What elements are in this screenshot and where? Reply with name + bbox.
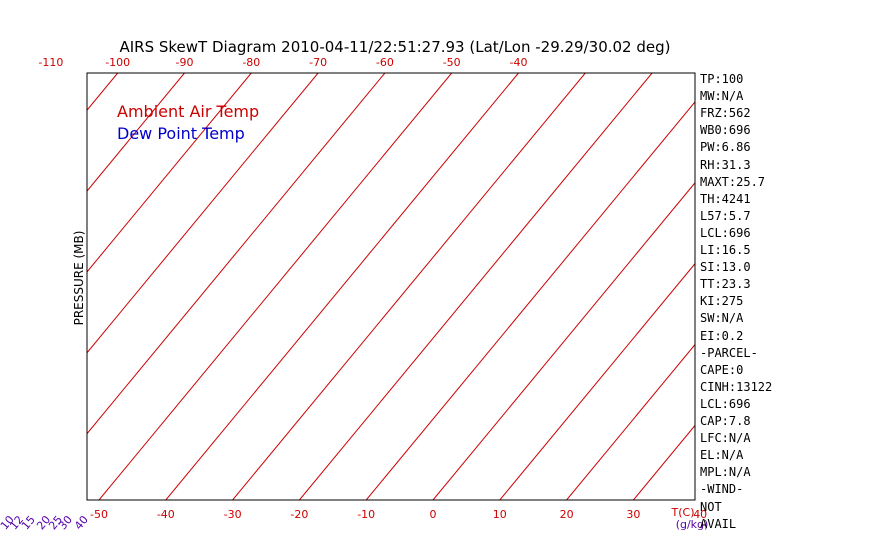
stat-item: TH:4241 <box>700 191 751 206</box>
stat-item: MAXT:25.7 <box>700 174 766 189</box>
stat-item: TT:23.3 <box>700 277 751 292</box>
stat-item: MW:N/A <box>700 89 744 104</box>
bottom-temp-tick-label: 0 <box>430 508 437 521</box>
stat-item: WB0:696 <box>700 123 751 138</box>
isotherm-line <box>0 73 51 500</box>
top-temp-tick-label: -90 <box>176 56 194 69</box>
isotherm-line <box>499 262 695 500</box>
plot-frame <box>86 72 696 501</box>
top-temp-tick-label: -70 <box>309 56 327 69</box>
isotherm-line <box>566 343 695 500</box>
stat-item: SI:13.0 <box>700 260 751 275</box>
stat-item: LCL:696 <box>700 225 751 240</box>
stat-item: CAPE:0 <box>700 362 744 377</box>
bottom-temp-tick-label: -50 <box>90 508 108 521</box>
stat-item: TP:100 <box>700 72 744 86</box>
isotherm-line <box>98 73 453 500</box>
stat-item: FRZ:562 <box>700 106 751 121</box>
axes-labels: 1002003004005006007008009001000-120-110-… <box>0 56 709 532</box>
stat-item: PW:6.86 <box>700 140 751 155</box>
mixing-ratio-unit-label: (g/kg) <box>676 518 709 531</box>
bottom-temp-tick-label: 40 <box>693 508 707 521</box>
top-temp-tick-label: -80 <box>242 56 260 69</box>
top-temp-tick-label: -60 <box>376 56 394 69</box>
isotherm-line <box>365 101 695 500</box>
bottom-temp-tick-label: -40 <box>157 508 175 521</box>
mixing-ratio-tick-label: 40 <box>72 513 91 532</box>
stat-item: NOT <box>700 499 722 514</box>
isotherm-line <box>87 73 185 192</box>
stat-item: LCL:696 <box>700 396 751 411</box>
stat-item: MPL:N/A <box>700 465 751 480</box>
stat-item: LFC:N/A <box>700 431 751 446</box>
temp-unit-label: T(C) <box>671 506 695 519</box>
isotherm-line <box>165 73 519 500</box>
top-temp-tick-label: -110 <box>38 56 63 69</box>
bottom-temp-tick-label: 10 <box>493 508 507 521</box>
top-temp-tick-label: -50 <box>443 56 461 69</box>
isotherm-line <box>87 73 386 435</box>
bottom-temp-tick-label: -20 <box>290 508 308 521</box>
bottom-temp-tick-label: 20 <box>560 508 574 521</box>
stat-item: RH:31.3 <box>700 157 751 172</box>
stat-item: -PARCEL- <box>700 345 758 360</box>
legend-ambient-air-temp: Ambient Air Temp <box>117 102 259 121</box>
isotherm-line <box>767 73 870 500</box>
stat-item: L57:5.7 <box>700 208 751 223</box>
isotherm-line <box>87 73 119 111</box>
legend-dew-point-temp: Dew Point Temp <box>117 124 245 143</box>
bottom-temp-tick-label: 30 <box>626 508 640 521</box>
stat-item: AVAIL <box>700 516 737 531</box>
isotherm-line <box>87 73 252 273</box>
bottom-temp-tick-label: -30 <box>224 508 242 521</box>
stat-item: KI:275 <box>700 294 744 309</box>
isotherm-line <box>432 182 695 500</box>
isotherm-line <box>834 73 870 500</box>
stat-item: -WIND- <box>700 482 744 497</box>
stat-item: EI:0.2 <box>700 328 744 343</box>
isotherm-line <box>87 73 319 354</box>
chart-title: AIRS SkewT Diagram 2010-04-11/22:51:27.9… <box>119 38 670 56</box>
top-temp-tick-label: -100 <box>105 56 130 69</box>
y-axis-label: PRESSURE (MB) <box>72 231 86 326</box>
isotherm-line <box>633 424 695 500</box>
bottom-temp-tick-label: -10 <box>357 508 375 521</box>
stat-item: SW:N/A <box>700 311 744 326</box>
stat-item: LI:16.5 <box>700 243 751 257</box>
isotherm-line <box>299 73 653 500</box>
stat-item: EL:N/A <box>700 448 744 463</box>
stat-item: CINH:13122 <box>700 379 773 394</box>
isotherm-line <box>232 73 586 500</box>
grid-lines <box>0 73 870 500</box>
top-temp-tick-label: -40 <box>510 56 528 69</box>
stat-item: CAP:7.8 <box>700 414 751 428</box>
